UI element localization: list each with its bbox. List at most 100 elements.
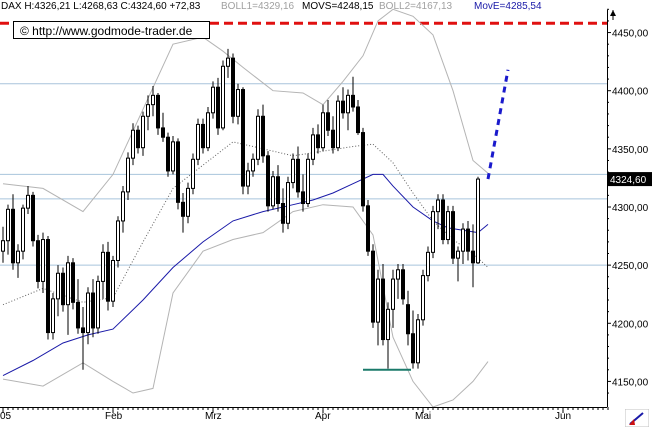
candle-down [301,191,305,205]
candle-up [141,115,145,149]
candle-down [471,250,475,264]
y-tick-label: 4250,00 [612,261,649,272]
candle-up [336,100,340,149]
candle-up [321,112,325,149]
candle-up [131,129,135,159]
candle-down [76,301,80,329]
candle [276,165,280,212]
candle [456,246,460,282]
candle [66,255,70,335]
candle [336,95,340,152]
projection-line [486,69,510,180]
candle [356,100,360,135]
candle [41,232,45,294]
candle [401,263,405,305]
candle-up [6,208,10,242]
candle-down [371,250,375,323]
candle-up [211,86,215,114]
candle [476,176,480,264]
candle [56,265,60,317]
candle [121,186,125,233]
y-tick-label: 4300,00 [612,203,649,214]
candle-up [1,240,5,252]
draw-tool-icon[interactable] [625,409,649,427]
candle-down [451,211,455,259]
candle-up [16,250,20,264]
candle [396,263,400,299]
candle [371,244,375,328]
candle [61,267,65,312]
candle [191,153,195,195]
candle-up [56,272,60,300]
header-quote: DAX H:4326,21 L:4268,63 C:4324,60 +72,83 [1,1,201,12]
candle-up [41,239,45,282]
candle-down [296,158,300,193]
candle-down [176,141,180,203]
candle-down [231,57,235,117]
candle-up [116,220,120,261]
time-axis: 05 Feb Mrz Apr Mai Jun [0,407,609,429]
candle [136,125,140,154]
month-label: Mrz [205,411,222,422]
candle [196,118,200,166]
candle [166,132,170,177]
candle-down [331,129,335,149]
candle-down [46,239,50,334]
candle-up [86,292,90,334]
y-tick-label: 4350,00 [612,145,649,156]
candle [351,76,355,112]
candle-down [81,327,85,334]
candle-down [366,205,370,252]
candle [161,112,165,142]
candle [271,170,275,210]
candle [321,104,325,152]
candle-down [156,94,160,129]
candle [11,194,15,270]
candle [291,153,295,189]
candle-up [461,228,465,252]
candle-down [361,132,365,207]
candle [141,111,145,156]
candle [261,104,265,163]
candle [436,194,440,230]
candle-down [241,89,245,187]
price-tag: 4324,60 [610,175,647,186]
header-movs: MOVS=4248,15 [302,1,374,12]
candle-up [446,211,450,241]
candle-up [256,115,260,160]
candle-down [11,208,15,264]
candle-up [436,199,440,213]
candle [471,224,475,288]
candle-up [51,298,55,334]
y-tick-label: 4400,00 [612,87,649,98]
candle-up [196,123,200,160]
candle-up [286,182,290,224]
candle [281,188,285,233]
price-tag-background [607,172,652,187]
candle [46,236,50,340]
candle [181,193,185,233]
candle [461,223,465,264]
candle [91,279,95,338]
candle [446,205,450,245]
copyright-box[interactable]: © http://www.godmode-trader.de [13,21,210,39]
candle-down [406,304,410,335]
candle [426,246,430,282]
candle [341,87,345,119]
candle-up [251,158,255,172]
candle-down [91,292,95,329]
candle [391,269,395,328]
candle [376,269,380,346]
candle [311,127,315,166]
candle [466,220,470,261]
candle [206,106,210,152]
candle-up [476,178,480,264]
candle [241,87,245,195]
candle-down [466,228,470,252]
y-tick-label: 4450,00 [612,29,649,40]
candle-up [101,251,105,282]
candle [326,100,330,137]
candle-down [441,199,445,241]
candle [71,258,75,310]
candle-down [136,129,140,149]
